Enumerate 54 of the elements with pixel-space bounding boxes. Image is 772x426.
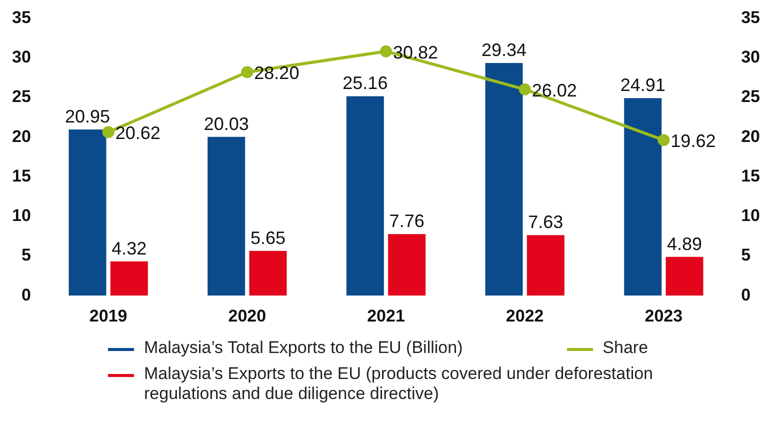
y2-tick-label: 0 — [741, 285, 751, 304]
legend-label: Malaysia’s Total Exports to the EU (Billion) — [144, 338, 463, 358]
y2-tick-label: 15 — [741, 166, 760, 186]
y2-tick-label: 35 — [741, 8, 760, 27]
bar — [624, 98, 662, 296]
point — [241, 66, 254, 78]
y-tick-label: 10 — [12, 206, 31, 226]
bar — [249, 250, 287, 296]
data-label: 28.20 — [254, 63, 300, 84]
y-tick-label: 20 — [12, 126, 31, 146]
point — [658, 134, 670, 146]
y-tick-label: 5 — [21, 246, 31, 265]
y2-tick-label: 20 — [741, 126, 760, 146]
bar — [68, 130, 106, 296]
y2-tick-label: 5 — [741, 246, 751, 265]
data-label: 19.62 — [670, 131, 716, 152]
point — [518, 83, 531, 96]
data-label: 20.62 — [115, 123, 160, 144]
data-label: 20.03 — [204, 114, 249, 134]
x-tick-label: 2019 — [89, 306, 128, 326]
y2-tick-label: 10 — [741, 206, 760, 226]
y2-tick-label: 25 — [741, 87, 760, 106]
y-tick-label: 15 — [12, 166, 31, 186]
bar — [110, 261, 148, 296]
data-label: 7.63 — [528, 212, 564, 232]
bar — [526, 235, 564, 296]
x-tick-label: 2021 — [367, 306, 405, 326]
x-tick-label: 2020 — [228, 306, 266, 326]
data-label: 24.91 — [620, 75, 666, 96]
data-label: 30.82 — [393, 42, 438, 62]
bar — [666, 256, 704, 296]
y-tick-label: 30 — [12, 48, 31, 67]
bar — [208, 136, 246, 296]
bar — [388, 234, 426, 296]
data-label: 26.02 — [532, 80, 577, 100]
y2-tick-label: 30 — [741, 48, 760, 67]
point — [380, 45, 392, 58]
y-tick-label: 25 — [12, 87, 31, 106]
x-tick-label: 2023 — [644, 306, 683, 326]
data-label: 7.76 — [389, 211, 424, 232]
legend-label: Share — [602, 338, 648, 358]
legend-label: Malaysia’s Exports to the EU (products covered under deforestation regulations and due diligence directive) — [144, 364, 654, 404]
x-tick-label: 2022 — [506, 306, 544, 326]
data-label: 20.95 — [64, 106, 110, 127]
data-label: 5.65 — [250, 228, 286, 248]
bar — [346, 96, 384, 296]
data-label: 25.16 — [342, 73, 388, 94]
data-label: 4.89 — [666, 234, 702, 254]
data-label: 4.32 — [112, 238, 147, 258]
point — [102, 126, 114, 138]
bar — [485, 63, 523, 296]
data-label: 29.34 — [481, 40, 527, 60]
y-tick-label: 35 — [12, 8, 31, 27]
y-tick-label: 0 — [21, 285, 31, 304]
